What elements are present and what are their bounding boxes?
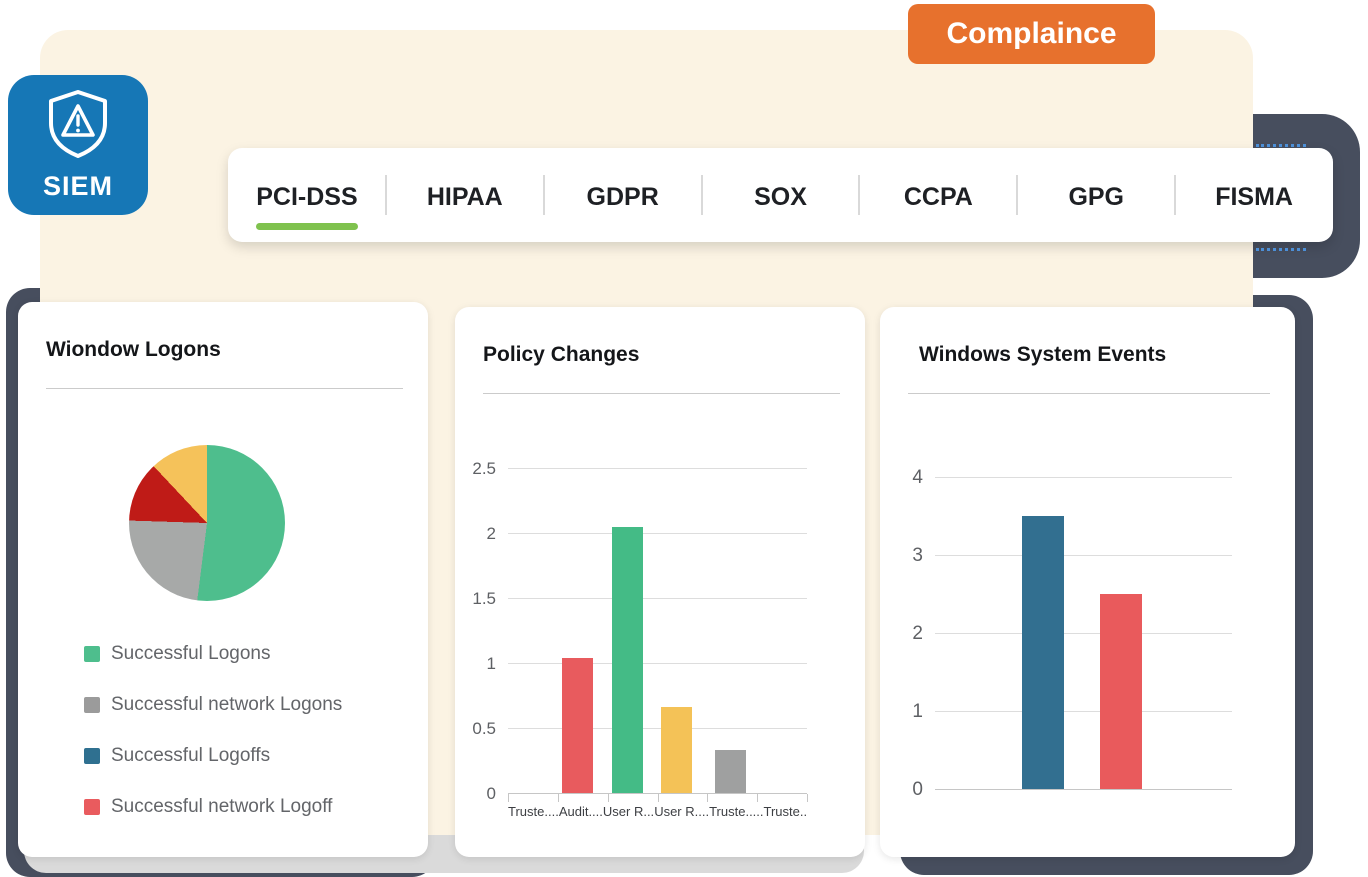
- gridline: [935, 555, 1232, 556]
- shield-warning-icon: [47, 89, 109, 164]
- bar: [714, 750, 746, 793]
- dotted-accent-bottom: [1256, 248, 1306, 251]
- y-axis-label: 2: [486, 524, 496, 543]
- gridline: [508, 663, 807, 664]
- bar: [661, 707, 693, 793]
- windows-system-events-bar-chart: 0 1 2 3 4: [912, 468, 1232, 800]
- y-axis-label: 2: [912, 623, 923, 644]
- policy-changes-bar-chart: 0 0.5 1 1.5 2 2.5 Truste.... Audit.... User R...…: [472, 459, 808, 819]
- x-tick-mark: [757, 794, 759, 802]
- tab-pci-dss[interactable]: PCI-DSS: [228, 148, 386, 242]
- gridline: [935, 711, 1232, 712]
- x-tick-mark: [508, 794, 509, 802]
- y-axis-label: 1: [912, 701, 923, 722]
- y-axis-label: 4: [912, 467, 923, 488]
- tab-label: PCI-DSS: [256, 182, 358, 211]
- x-tick-mark: [657, 794, 659, 802]
- pie-legend: Successful Logons Successful network Logo…: [84, 643, 342, 847]
- y-axis-label: 2.5: [472, 459, 496, 478]
- card-title-divider: [908, 393, 1270, 394]
- legend-label: Successful network Logoff: [111, 796, 333, 817]
- window-logons-pie-chart: [129, 445, 285, 601]
- tab-label: HIPAA: [426, 182, 503, 211]
- active-tab-underline: [255, 223, 358, 230]
- x-axis-label: Truste.....: [709, 804, 764, 819]
- x-axis-label: User R...: [602, 804, 655, 819]
- bar: [561, 657, 593, 793]
- x-tick-mark: [707, 794, 709, 802]
- card-window-logons: Wiondow Logons Successful Logons Successf…: [18, 302, 428, 857]
- gridline: [508, 468, 807, 469]
- bar: [1022, 516, 1065, 789]
- compliance-badge: Complaince: [908, 4, 1155, 64]
- legend-item: Successful network Logons: [84, 694, 342, 716]
- legend-item: Successful network Logoff: [84, 796, 342, 818]
- card-title: Policy Changes: [483, 343, 640, 366]
- tab-label: FISMA: [1215, 182, 1293, 211]
- x-axis-label: Truste..: [763, 804, 808, 819]
- y-axis-label: 3: [912, 545, 923, 566]
- siem-tile-label: SIEM: [42, 170, 113, 201]
- legend-item: Successful Logoffs: [84, 745, 342, 767]
- bar: [1099, 594, 1142, 789]
- tab-label: SOX: [754, 182, 807, 211]
- gridline: [508, 793, 807, 794]
- x-tick-mark: [807, 794, 808, 802]
- card-title: Windows System Events: [919, 343, 1167, 366]
- gridline: [935, 477, 1232, 478]
- x-tick-mark: [607, 794, 609, 802]
- compliance-badge-label: Complaince: [946, 17, 1117, 50]
- x-axis-label: Truste....: [508, 804, 559, 819]
- gridline: [508, 598, 807, 599]
- tab-hipaa[interactable]: HIPAA: [384, 148, 544, 242]
- legend-label: Successful network Logons: [111, 694, 343, 715]
- bar: [611, 526, 643, 793]
- tab-label: GPG: [1068, 182, 1125, 211]
- tab-label: GDPR: [586, 182, 659, 211]
- y-axis-label: 1.5: [472, 589, 496, 608]
- y-axis-label: 1: [486, 654, 496, 673]
- tab-gdpr[interactable]: GDPR: [542, 148, 702, 242]
- legend-swatch: [84, 646, 100, 662]
- card-title-divider: [483, 393, 840, 394]
- gridline: [935, 633, 1232, 634]
- tab-gpg[interactable]: GPG: [1016, 148, 1175, 242]
- gridline: [508, 533, 807, 534]
- legend-label: Successful Logoffs: [111, 745, 271, 766]
- dotted-accent-top: [1256, 144, 1306, 147]
- gridline: [935, 789, 1232, 790]
- y-axis-label: 0: [912, 779, 923, 800]
- card-windows-system-events: Windows System Events 0 1 2 3 4: [880, 307, 1295, 857]
- legend-label: Successful Logons: [111, 643, 271, 664]
- x-tick-mark: [557, 794, 559, 802]
- tab-ccpa[interactable]: CCPA: [858, 148, 1017, 242]
- card-policy-changes: Policy Changes 0 0.5 1 1.5 2 2.5 Truste.... Aud…: [455, 307, 865, 857]
- tab-label: CCPA: [903, 182, 973, 211]
- card-title-divider: [46, 388, 403, 389]
- legend-item: Successful Logons: [84, 643, 342, 665]
- y-axis-label: 0.5: [472, 719, 496, 738]
- y-axis-label: 0: [486, 784, 496, 803]
- x-axis-label: Audit....: [558, 804, 603, 819]
- x-axis-label: User R....: [654, 804, 710, 819]
- tab-fisma[interactable]: FISMA: [1174, 148, 1333, 242]
- gridline: [508, 728, 807, 729]
- siem-tile: SIEM: [8, 75, 148, 215]
- x-axis-labels: Truste.... Audit.... User R... User R.... Tr…: [508, 804, 807, 819]
- card-title: Wiondow Logons: [46, 338, 221, 361]
- tab-sox[interactable]: SOX: [700, 148, 860, 242]
- legend-swatch: [84, 799, 100, 815]
- legend-swatch: [84, 748, 100, 764]
- compliance-tabbar: PCI-DSS HIPAA GDPR SOX CCPA GPG FISMA: [228, 148, 1333, 242]
- legend-swatch: [84, 697, 100, 713]
